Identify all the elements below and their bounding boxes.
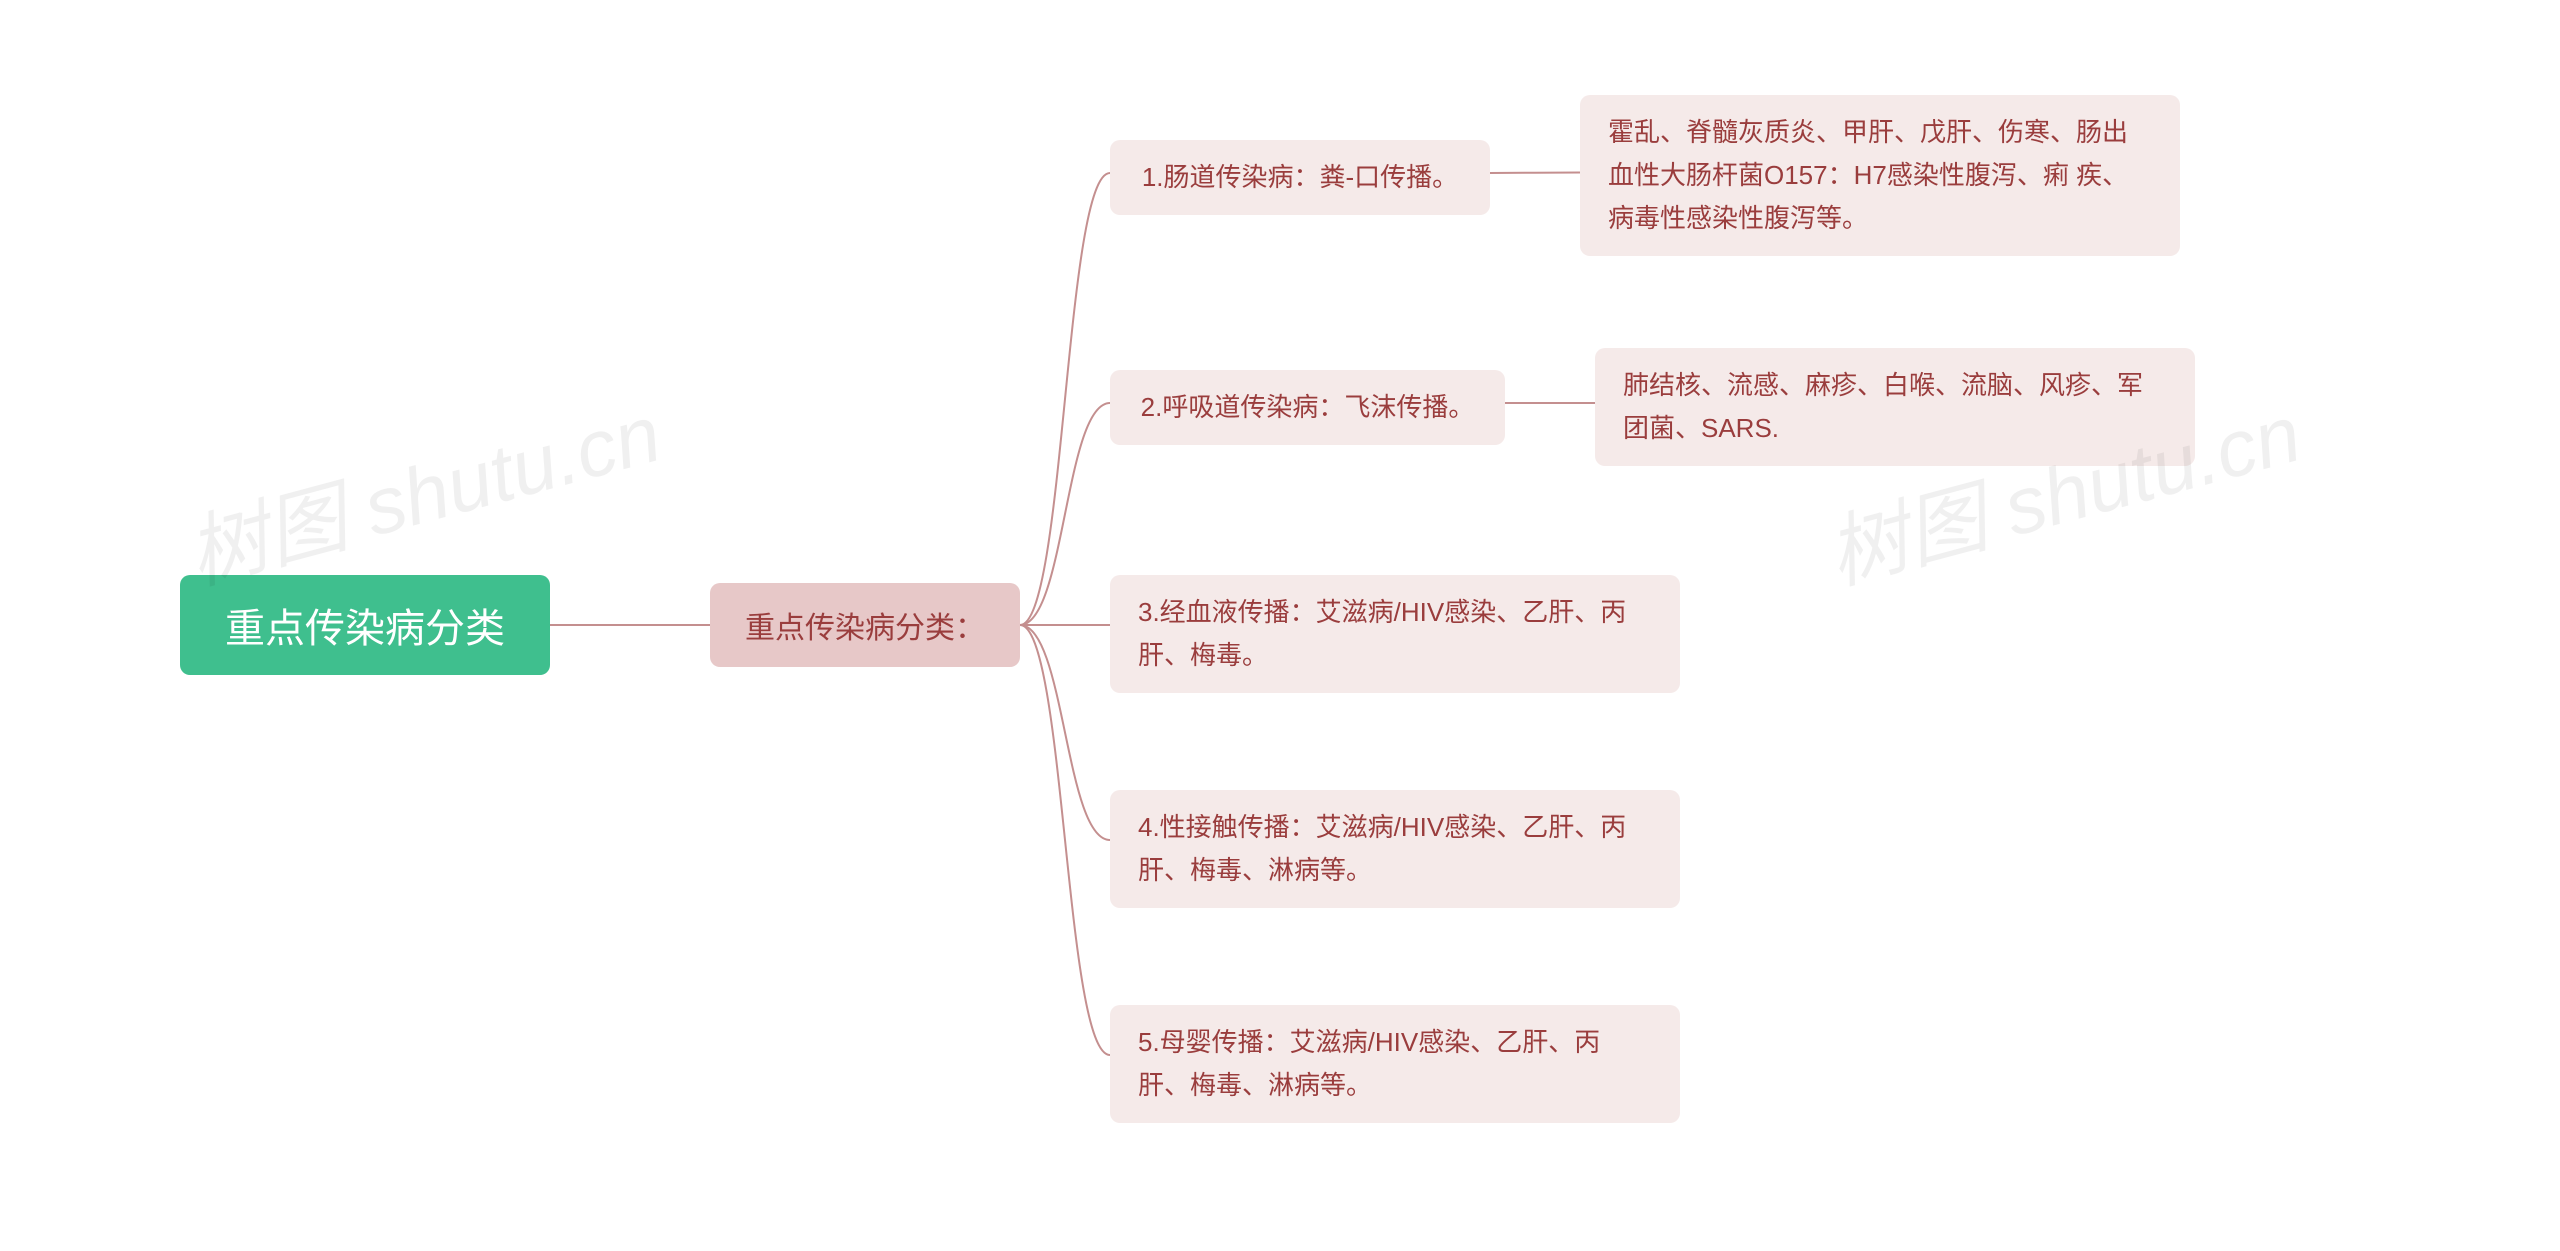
level2-node-4[interactable]: 4.性接触传播：艾滋病/HIV感染、乙肝、丙肝、梅毒、淋病等。 — [1110, 790, 1680, 908]
level2-node-3-label: 3.经血液传播：艾滋病/HIV感染、乙肝、丙肝、梅毒。 — [1138, 591, 1652, 677]
level2-node-2[interactable]: 2.呼吸道传染病：飞沫传播。 — [1110, 370, 1505, 445]
level3-node-2-label: 肺结核、流感、麻疹、白喉、流脑、风疹、军团菌、SARS. — [1623, 364, 2167, 450]
level1-node[interactable]: 重点传染病分类： — [710, 583, 1020, 667]
level1-node-label: 重点传染病分类： — [745, 603, 985, 647]
mindmap-canvas: 重点传染病分类 重点传染病分类： 1.肠道传染病：粪-口传播。 霍乱、脊髓灰质炎、甲肝… — [0, 0, 2560, 1251]
root-node-label: 重点传染病分类 — [225, 596, 505, 654]
level2-node-5[interactable]: 5.母婴传播：艾滋病/HIV感染、乙肝、丙肝、梅毒、淋病等。 — [1110, 1005, 1680, 1123]
level2-node-4-label: 4.性接触传播：艾滋病/HIV感染、乙肝、丙肝、梅毒、淋病等。 — [1138, 806, 1652, 892]
level2-node-1[interactable]: 1.肠道传染病：粪-口传播。 — [1110, 140, 1490, 215]
level2-node-5-label: 5.母婴传播：艾滋病/HIV感染、乙肝、丙肝、梅毒、淋病等。 — [1138, 1021, 1652, 1107]
root-node[interactable]: 重点传染病分类 — [180, 575, 550, 675]
level3-node-1-label: 霍乱、脊髓灰质炎、甲肝、戊肝、伤寒、肠出血性大肠杆菌O157：H7感染性腹泻、痢… — [1608, 111, 2152, 240]
level3-node-2[interactable]: 肺结核、流感、麻疹、白喉、流脑、风疹、军团菌、SARS. — [1595, 348, 2195, 466]
level2-node-1-label: 1.肠道传染病：粪-口传播。 — [1142, 156, 1458, 199]
level2-node-2-label: 2.呼吸道传染病：飞沫传播。 — [1141, 386, 1475, 429]
watermark-1: 树图 shutu.cn — [173, 369, 671, 606]
level3-node-1[interactable]: 霍乱、脊髓灰质炎、甲肝、戊肝、伤寒、肠出血性大肠杆菌O157：H7感染性腹泻、痢… — [1580, 95, 2180, 256]
level2-node-3[interactable]: 3.经血液传播：艾滋病/HIV感染、乙肝、丙肝、梅毒。 — [1110, 575, 1680, 693]
